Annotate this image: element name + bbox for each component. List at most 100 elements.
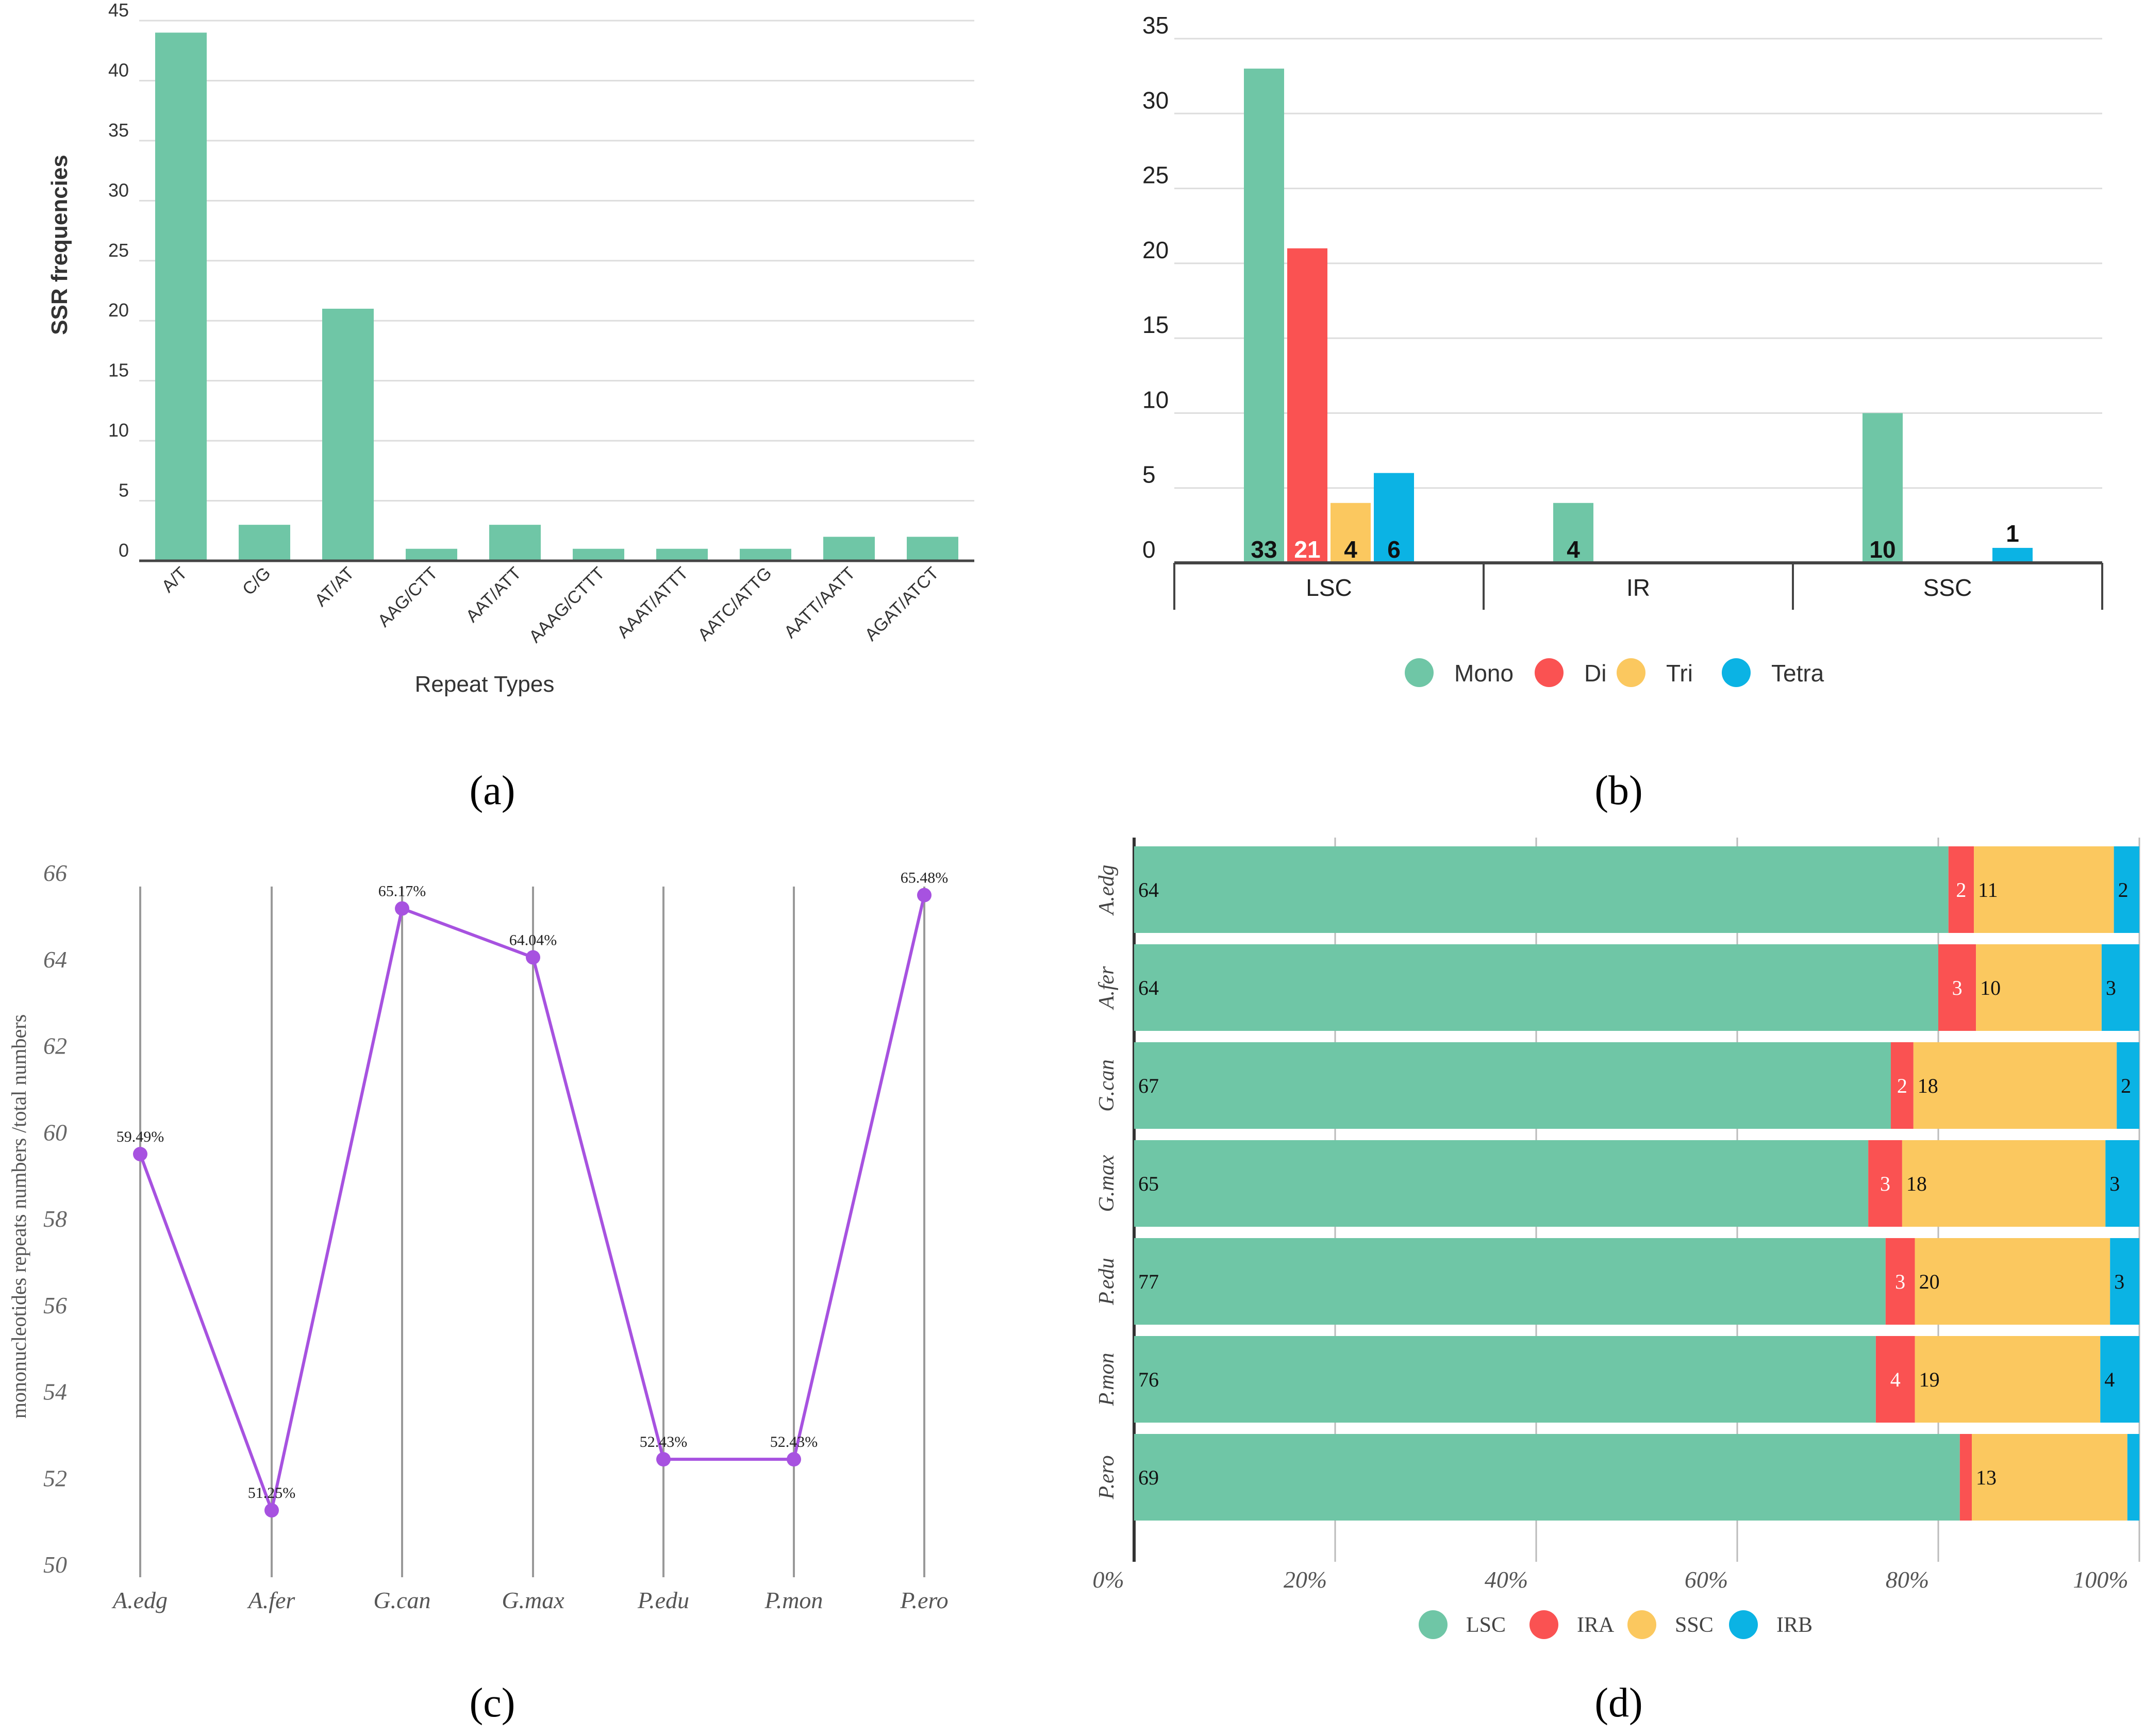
bar-segment-ssc xyxy=(1976,944,2102,1031)
x-tick-label: SSC xyxy=(1923,574,1972,601)
bar-segment-ira xyxy=(1885,1238,1915,1325)
x-tick-label: AATT/AATT xyxy=(780,563,859,642)
data-label: 4 xyxy=(1890,1368,1901,1391)
bar-segment-irb xyxy=(2114,846,2139,933)
bar-segment-lsc xyxy=(1134,1042,1891,1129)
data-label: 10 xyxy=(1869,536,1895,563)
x-tick-label: C/G xyxy=(239,563,275,599)
data-label: 11 xyxy=(1978,878,1998,902)
y-tick-label: P.ero xyxy=(1095,1455,1119,1499)
data-label: 3 xyxy=(1895,1270,1905,1293)
x-tick-label: 40% xyxy=(1485,1566,1528,1593)
y-tick-label: 62 xyxy=(43,1033,67,1059)
data-label: 6 xyxy=(1387,536,1401,563)
data-label: 3 xyxy=(1880,1172,1890,1195)
data-point xyxy=(395,901,409,916)
y-tick-label: 50 xyxy=(43,1551,67,1578)
bar-segment-ira xyxy=(1938,944,1976,1031)
data-label: 18 xyxy=(1918,1074,1938,1097)
bar xyxy=(823,537,875,561)
data-label: 64 xyxy=(1138,976,1159,999)
x-tick-label: AAAG/CTTT xyxy=(525,563,609,647)
data-label: 21 xyxy=(1294,536,1320,563)
bar-segment-irb xyxy=(2100,1336,2139,1423)
data-point xyxy=(656,1452,671,1467)
x-tick-label: AGAT/ATCT xyxy=(861,563,942,645)
data-label: 59.49% xyxy=(117,1128,164,1145)
bar xyxy=(406,548,457,561)
y-tick-label: 15 xyxy=(1142,311,1169,338)
legend-swatch-irb xyxy=(1729,1610,1758,1639)
bar-mono xyxy=(1553,503,1593,563)
x-tick-label: AAAT/ATTT xyxy=(613,563,692,642)
legend-label: Tetra xyxy=(1771,660,1824,687)
y-tick-label: 5 xyxy=(1142,461,1156,488)
legend-label: SSC xyxy=(1675,1613,1714,1637)
data-label: 2 xyxy=(1956,878,1966,902)
data-point xyxy=(133,1147,147,1162)
data-label: 2 xyxy=(1897,1074,1907,1097)
x-tick-label: 0% xyxy=(1092,1566,1124,1593)
data-point xyxy=(526,950,540,965)
y-axis-title: mononucleotides repeats numbers /total n… xyxy=(7,1014,30,1418)
y-tick-label: P.mon xyxy=(1095,1353,1119,1406)
x-tick-label: 80% xyxy=(1886,1566,1929,1593)
x-tick-label: A.fer xyxy=(247,1587,296,1613)
data-label: 3 xyxy=(2109,1172,2120,1195)
x-tick-label: AT/AT xyxy=(311,563,358,610)
data-label: 65.17% xyxy=(378,883,426,900)
x-axis-title: Repeat Types xyxy=(415,672,555,697)
y-tick-label: G.can xyxy=(1095,1059,1119,1111)
x-tick-label: G.max xyxy=(502,1587,564,1613)
data-label: 64 xyxy=(1138,878,1159,902)
y-tick-label: 58 xyxy=(43,1206,67,1232)
legend-swatch-tri xyxy=(1617,658,1645,687)
x-tick-label: 20% xyxy=(1284,1566,1327,1593)
x-tick-label: P.edu xyxy=(637,1587,689,1613)
y-tick-label: 20 xyxy=(108,299,129,321)
y-tick-label: 10 xyxy=(108,420,129,441)
data-label: 20 xyxy=(1919,1270,1940,1293)
x-tick-label: AATC/ATTG xyxy=(694,563,775,645)
y-tick-label: 52 xyxy=(43,1465,67,1491)
data-label: 65 xyxy=(1138,1172,1159,1195)
bar-segment-lsc xyxy=(1134,1336,1876,1423)
y-tick-label: A.edg xyxy=(1095,865,1119,916)
data-label: 77 xyxy=(1138,1270,1159,1293)
legend-label: Mono xyxy=(1454,660,1514,687)
data-label: 4 xyxy=(1344,536,1357,563)
x-tick-label: 100% xyxy=(2073,1566,2128,1593)
y-tick-label: 0 xyxy=(1142,536,1156,563)
bar-tetra xyxy=(1374,473,1414,563)
bar-mono xyxy=(1244,69,1284,563)
data-label: 67 xyxy=(1138,1074,1159,1097)
bar xyxy=(656,548,708,561)
data-label: 33 xyxy=(1251,536,1277,563)
data-label: 18 xyxy=(1906,1172,1927,1195)
data-point xyxy=(787,1452,801,1467)
panel-label-d: (d) xyxy=(1594,1680,1642,1726)
y-tick-label: 20 xyxy=(1142,237,1169,263)
bar xyxy=(155,32,207,561)
y-tick-label: 5 xyxy=(119,480,129,501)
y-tick-label: 30 xyxy=(108,179,129,201)
x-tick-label: IR xyxy=(1626,574,1650,601)
bar-segment-lsc xyxy=(1134,1434,1960,1521)
bar-segment-ssc xyxy=(1915,1336,2101,1423)
data-label: 52.43% xyxy=(770,1433,818,1450)
bar xyxy=(239,525,290,561)
data-label: 65.48% xyxy=(901,870,949,887)
y-tick-label: 35 xyxy=(1142,12,1169,39)
y-tick-label: P.edu xyxy=(1095,1258,1119,1305)
x-tick-label: A/T xyxy=(158,563,191,596)
bar xyxy=(322,308,374,561)
bar-segment-ssc xyxy=(1972,1434,2127,1521)
bar-segment-lsc xyxy=(1134,1140,1869,1227)
legend-label: Tri xyxy=(1666,660,1693,687)
bar-segment-lsc xyxy=(1134,944,1938,1031)
bar-mono xyxy=(1863,413,1903,563)
y-tick-label: 10 xyxy=(1142,386,1169,413)
bar-segment-ssc xyxy=(1915,1238,2110,1325)
x-tick-label: G.can xyxy=(373,1587,430,1613)
